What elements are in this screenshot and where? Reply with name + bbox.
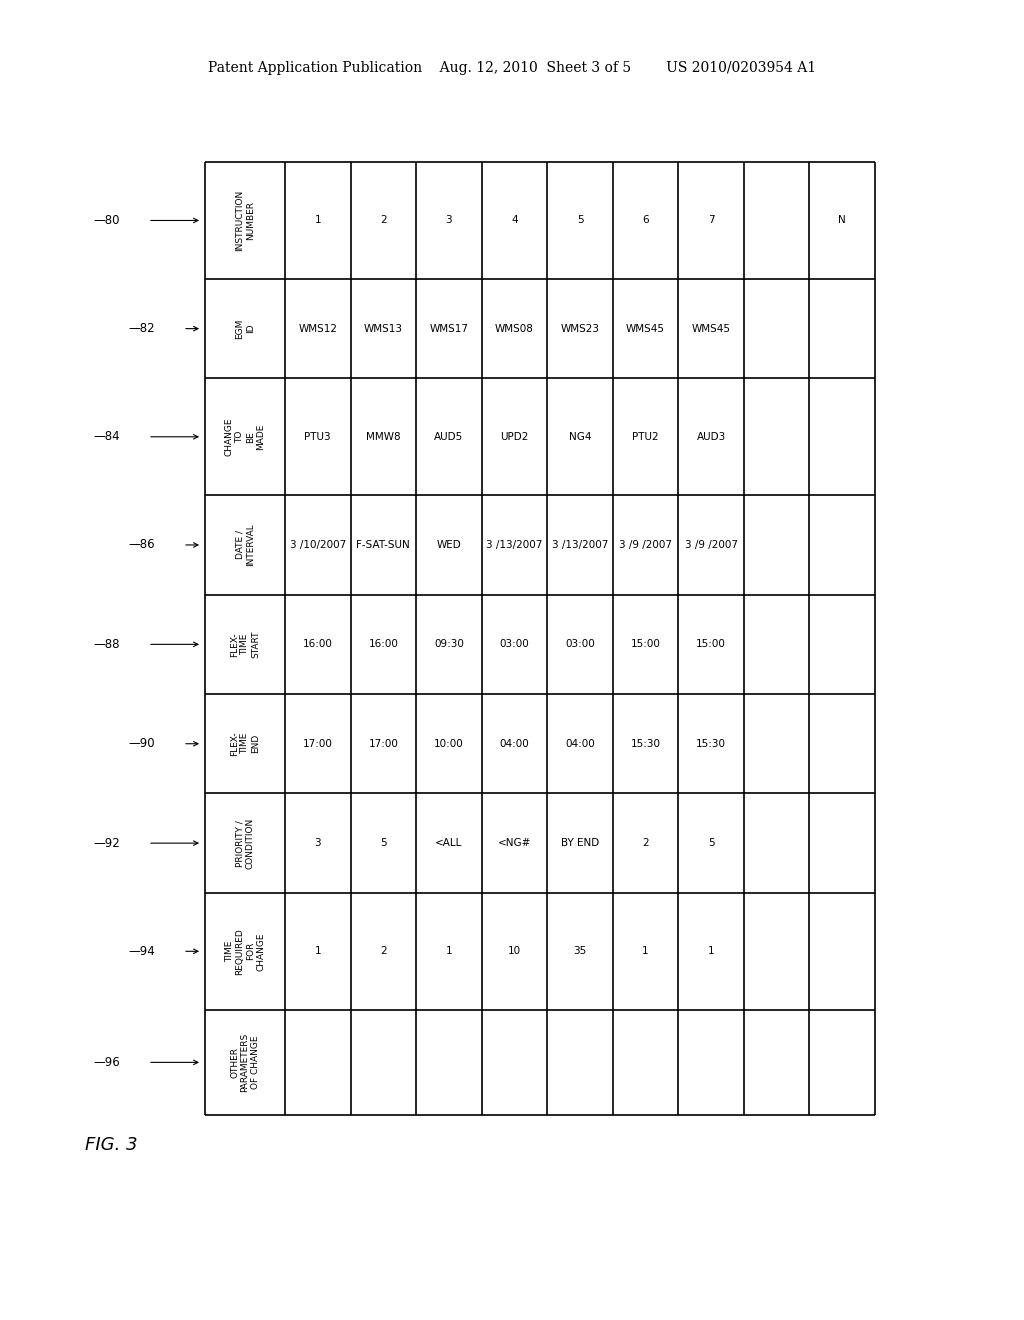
Text: DATE /
INTERVAL: DATE / INTERVAL: [236, 524, 255, 566]
Text: 15:00: 15:00: [696, 639, 726, 649]
Text: 5: 5: [577, 215, 584, 226]
Text: —96: —96: [93, 1056, 120, 1069]
Text: 5: 5: [708, 838, 715, 849]
Text: 2: 2: [380, 215, 387, 226]
Text: 1: 1: [445, 946, 453, 956]
Text: 1: 1: [708, 946, 715, 956]
Text: 7: 7: [708, 215, 715, 226]
Text: 2: 2: [642, 838, 649, 849]
Text: MMW8: MMW8: [366, 432, 400, 442]
Text: 5: 5: [380, 838, 387, 849]
Text: 17:00: 17:00: [369, 739, 398, 748]
Text: 3 /9 /2007: 3 /9 /2007: [620, 540, 672, 550]
Text: WMS45: WMS45: [626, 323, 665, 334]
Text: 03:00: 03:00: [565, 639, 595, 649]
Text: 04:00: 04:00: [500, 739, 529, 748]
Text: WMS17: WMS17: [429, 323, 468, 334]
Text: —94: —94: [128, 945, 155, 958]
Text: WMS23: WMS23: [560, 323, 599, 334]
Text: 15:30: 15:30: [631, 739, 660, 748]
Text: 2: 2: [380, 946, 387, 956]
Text: 17:00: 17:00: [303, 739, 333, 748]
Text: —84: —84: [93, 430, 120, 444]
Text: CHANGE
TO
BE
MADE: CHANGE TO BE MADE: [225, 417, 265, 455]
Text: 3 /13/2007: 3 /13/2007: [552, 540, 608, 550]
Text: 1: 1: [314, 946, 322, 956]
Text: 15:00: 15:00: [631, 639, 660, 649]
Text: 1: 1: [314, 215, 322, 226]
Text: 1: 1: [642, 946, 649, 956]
Text: 16:00: 16:00: [369, 639, 398, 649]
Text: N: N: [839, 215, 846, 226]
Text: BY END: BY END: [561, 838, 599, 849]
Text: 3 /10/2007: 3 /10/2007: [290, 540, 346, 550]
Text: —88: —88: [93, 638, 120, 651]
Text: 03:00: 03:00: [500, 639, 529, 649]
Text: 3 /9 /2007: 3 /9 /2007: [685, 540, 737, 550]
Text: 35: 35: [573, 946, 587, 956]
Text: TIME
REQUIRED
FOR
CHANGE: TIME REQUIRED FOR CHANGE: [225, 928, 265, 974]
Text: F-SAT-SUN: F-SAT-SUN: [356, 540, 411, 550]
Text: NG4: NG4: [568, 432, 591, 442]
Text: 3 /13/2007: 3 /13/2007: [486, 540, 543, 550]
Text: WMS12: WMS12: [298, 323, 337, 334]
Text: INSTRUCTION
NUMBER: INSTRUCTION NUMBER: [236, 190, 255, 251]
Text: PTU3: PTU3: [304, 432, 331, 442]
Text: 4: 4: [511, 215, 518, 226]
Text: FLEX-
TIME
START: FLEX- TIME START: [230, 631, 260, 659]
Text: 10:00: 10:00: [434, 739, 464, 748]
Text: Patent Application Publication    Aug. 12, 2010  Sheet 3 of 5        US 2010/020: Patent Application Publication Aug. 12, …: [208, 61, 816, 75]
Text: 3: 3: [314, 838, 322, 849]
Text: 04:00: 04:00: [565, 739, 595, 748]
Text: PTU2: PTU2: [632, 432, 658, 442]
Text: FLEX-
TIME
END: FLEX- TIME END: [230, 731, 260, 756]
Text: WMS13: WMS13: [364, 323, 402, 334]
Text: WED: WED: [436, 540, 461, 550]
Text: AUD5: AUD5: [434, 432, 464, 442]
Text: —90: —90: [128, 738, 155, 750]
Text: 3: 3: [445, 215, 453, 226]
Text: 6: 6: [642, 215, 649, 226]
Text: <NG#: <NG#: [498, 838, 531, 849]
Text: WMS45: WMS45: [691, 323, 730, 334]
Text: 10: 10: [508, 946, 521, 956]
Text: —82: —82: [128, 322, 155, 335]
Text: 15:30: 15:30: [696, 739, 726, 748]
Text: —86: —86: [128, 539, 155, 552]
Text: —80: —80: [93, 214, 120, 227]
Text: 09:30: 09:30: [434, 639, 464, 649]
Text: FIG. 3: FIG. 3: [85, 1137, 137, 1154]
Text: <ALL: <ALL: [435, 838, 463, 849]
Text: EGM
ID: EGM ID: [236, 318, 255, 339]
Text: PRIORITY /
CONDITION: PRIORITY / CONDITION: [236, 817, 255, 869]
Text: WMS08: WMS08: [495, 323, 534, 334]
Text: —92: —92: [93, 837, 120, 850]
Text: 16:00: 16:00: [303, 639, 333, 649]
Text: AUD3: AUD3: [696, 432, 726, 442]
Text: UPD2: UPD2: [501, 432, 528, 442]
Text: OTHER
PARAMETERS
OF CHANGE: OTHER PARAMETERS OF CHANGE: [230, 1032, 260, 1092]
